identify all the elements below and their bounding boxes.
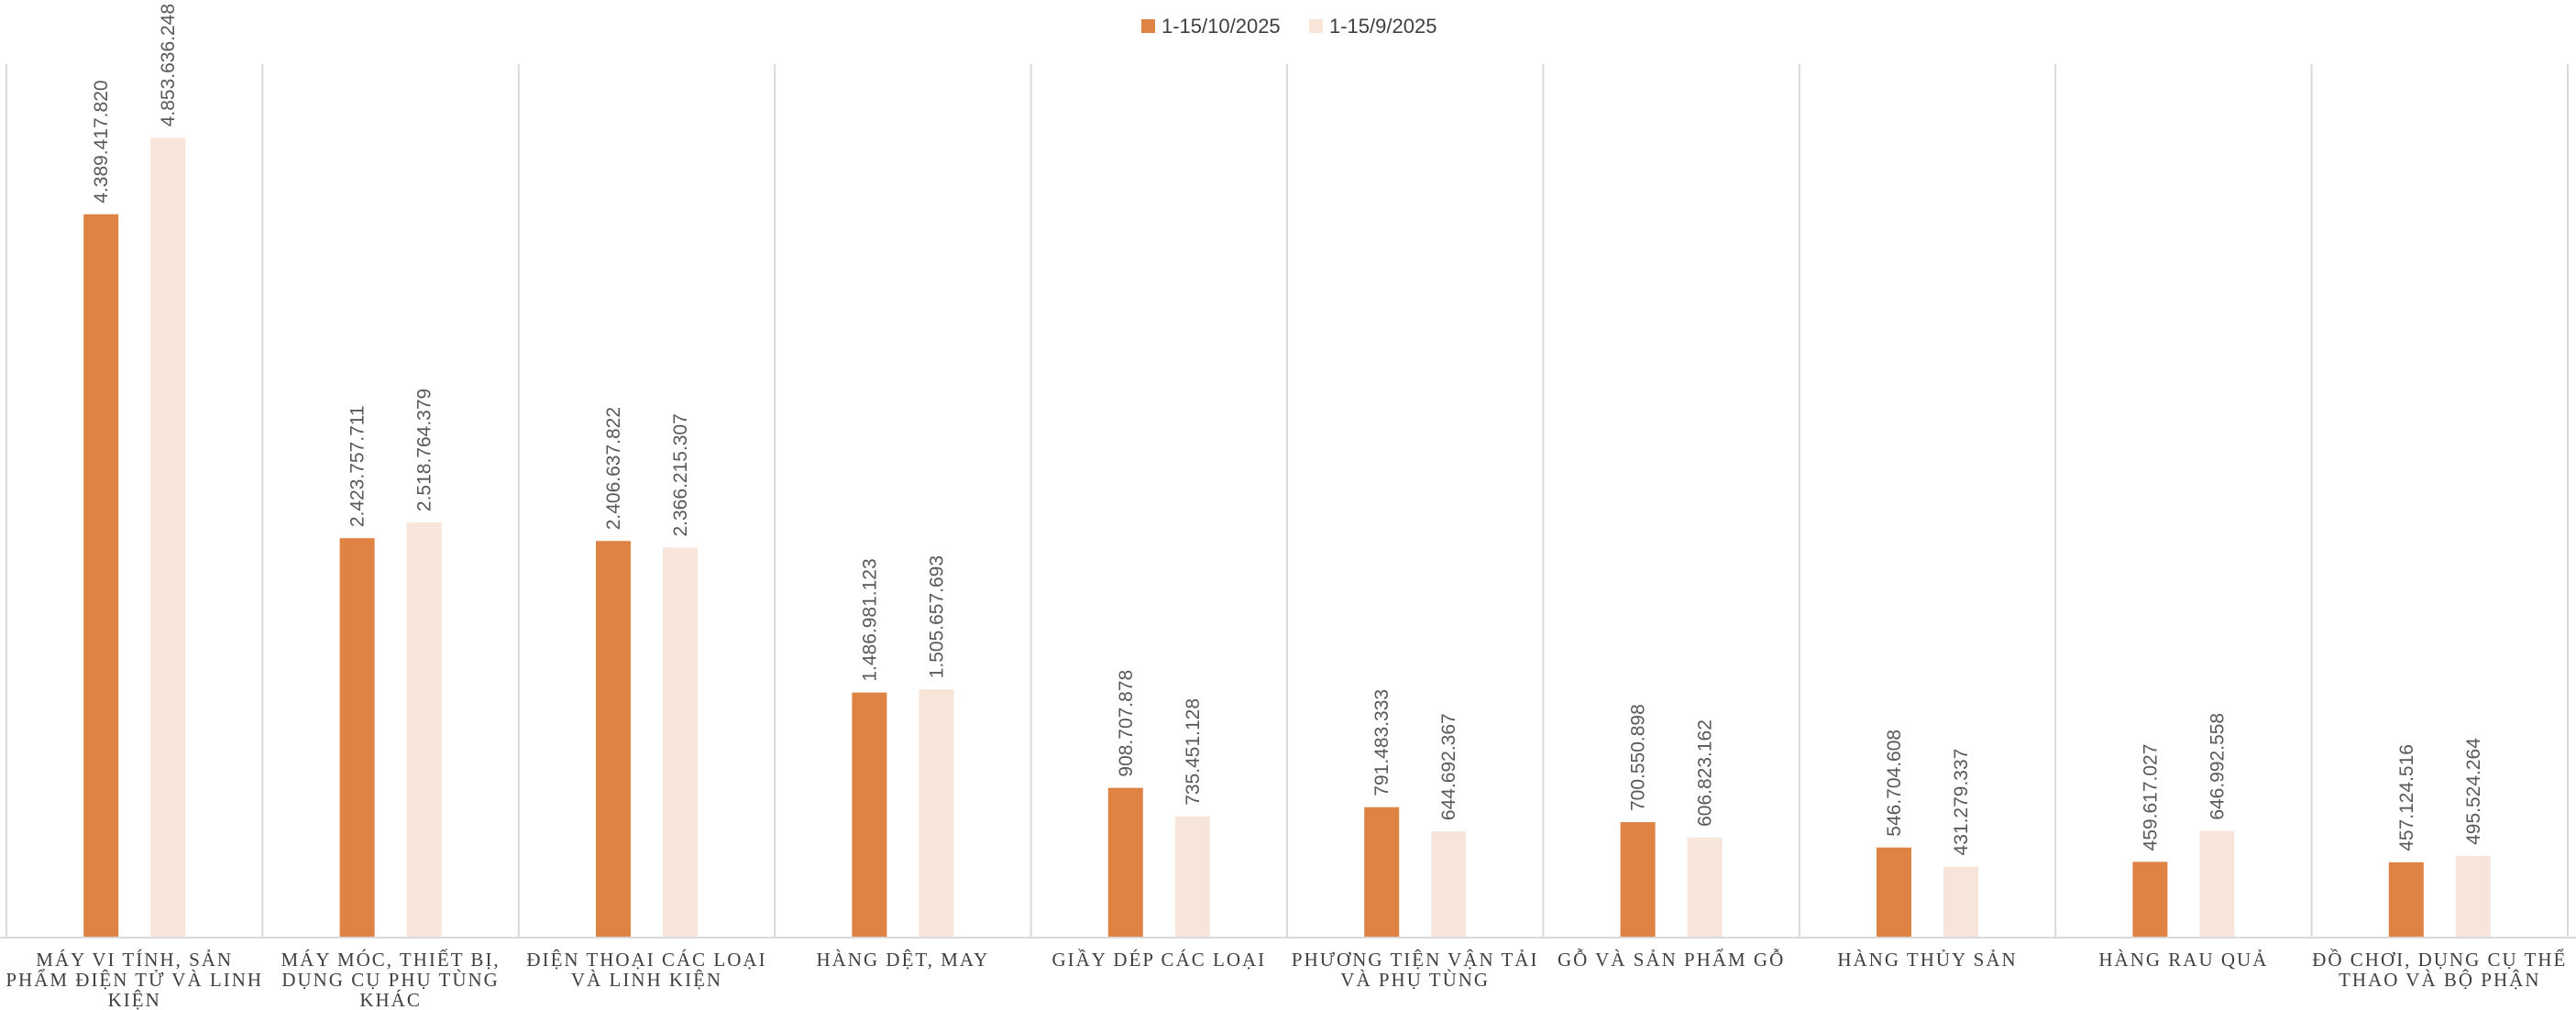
bar-2-cat-8 <box>1943 866 1978 938</box>
category-label-7: GỖ VÀ SẢN PHẨM GỖ <box>1558 949 1785 971</box>
bar-1-cat-10 <box>2388 862 2424 938</box>
value-label-1-cat-5: 908.707.878 <box>1116 670 1137 777</box>
value-labels: 4.389.417.820 4.853.636.248 2.423.757.711 2… <box>91 4 2484 855</box>
category-label-line: MÁY VI TÍNH, SẢN <box>36 949 233 971</box>
category-label-line: PHẨM ĐIỆN TỬ VÀ LINH <box>6 969 263 991</box>
category-label-10: ĐỒ CHƠI, DỤNG CỤ THỂ THAO VÀ BỘ PHẬN <box>2312 949 2567 991</box>
category-label-1: MÁY VI TÍNH, SẢN PHẨM ĐIỆN TỬ VÀ LINH KIỆN <box>6 949 263 1010</box>
value-label-2-cat-6: 644.692.367 <box>1438 713 1459 820</box>
category-label-line: GỖ VÀ SẢN PHẨM GỖ <box>1558 949 1785 971</box>
legend-label-2: 1-15/9/2025 <box>1329 15 1437 38</box>
category-label-line: HÀNG THỦY SẢN <box>1837 949 2017 971</box>
bar-1-cat-8 <box>1877 847 1911 938</box>
category-label-line: DỤNG CỤ PHỤ TÙNG <box>281 969 500 991</box>
category-dividers <box>6 64 2569 938</box>
bar-2-cat-1 <box>150 137 186 939</box>
bars <box>83 137 2491 939</box>
bar-1-cat-9 <box>2132 862 2168 938</box>
value-label-2-cat-9: 646.992.558 <box>2207 713 2228 820</box>
bar-2-cat-6 <box>1431 831 1467 938</box>
category-label-line: PHƯƠNG TIỆN VẬN TẢI <box>1292 949 1539 971</box>
category-label-line: ĐIỆN THOẠI CÁC LOẠI <box>526 949 766 971</box>
bar-1-cat-2 <box>339 538 375 938</box>
category-label-line: THAO VÀ BỘ PHẬN <box>2339 969 2540 991</box>
legend-swatch-1 <box>1141 19 1155 33</box>
category-label-line: KHÁC <box>359 989 422 1010</box>
category-labels: MÁY VI TÍNH, SẢN PHẨM ĐIỆN TỬ VÀ LINH KIỆN… <box>6 949 2567 1010</box>
value-label-1-cat-9: 459.617.027 <box>2140 744 2161 851</box>
bar-2-cat-10 <box>2455 855 2491 938</box>
value-label-2-cat-2: 2.518.764.379 <box>414 389 435 511</box>
bar-2-cat-2 <box>406 522 442 938</box>
legend: 1-15/10/2025 1-15/9/2025 <box>1141 15 1437 38</box>
bar-1-cat-1 <box>83 214 119 939</box>
bar-2-cat-7 <box>1687 837 1723 938</box>
category-label-3: ĐIỆN THOẠI CÁC LOẠI VÀ LINH KIỆN <box>526 949 766 991</box>
value-label-2-cat-4: 1.505.657.693 <box>926 555 947 678</box>
category-label-line: MÁY MÓC, THIẾT BỊ, <box>281 949 500 971</box>
bar-2-cat-5 <box>1174 816 1210 938</box>
value-label-1-cat-6: 791.483.333 <box>1371 689 1393 796</box>
value-label-2-cat-8: 431.279.337 <box>1951 749 1972 856</box>
legend-swatch-2 <box>1309 19 1323 33</box>
value-label-1-cat-4: 1.486.981.123 <box>859 558 880 681</box>
category-label-line: HÀNG RAU QUẢ <box>2098 949 2268 971</box>
bar-1-cat-4 <box>852 692 887 938</box>
category-label-line: VÀ LINH KIỆN <box>571 969 722 991</box>
value-label-2-cat-7: 606.823.162 <box>1695 719 1716 827</box>
value-label-2-cat-10: 495.524.264 <box>2463 738 2484 845</box>
value-label-2-cat-5: 735.451.128 <box>1183 698 1204 806</box>
legend-label-1: 1-15/10/2025 <box>1161 15 1281 38</box>
category-label-2: MÁY MÓC, THIẾT BỊ, DỤNG CỤ PHỤ TÙNG KHÁC <box>281 949 500 1010</box>
value-label-1-cat-8: 546.704.608 <box>1884 730 1905 837</box>
bar-1-cat-3 <box>596 541 631 938</box>
value-label-1-cat-7: 700.550.898 <box>1628 704 1649 811</box>
bar-1-cat-5 <box>1107 787 1143 938</box>
category-label-line: ĐỒ CHƠI, DỤNG CỤ THỂ <box>2312 949 2567 971</box>
bar-2-cat-9 <box>2199 830 2235 938</box>
value-label-1-cat-2: 2.423.757.711 <box>347 405 369 527</box>
category-label-line: GIẦY DÉP CÁC LOẠI <box>1051 949 1266 971</box>
bar-2-cat-4 <box>919 689 954 938</box>
category-label-5: GIẦY DÉP CÁC LOẠI <box>1051 949 1266 971</box>
value-label-1-cat-1: 4.389.417.820 <box>91 80 112 203</box>
value-label-2-cat-3: 2.366.215.307 <box>670 413 691 536</box>
value-label-1-cat-10: 457.124.516 <box>2396 744 2417 851</box>
category-label-6: PHƯƠNG TIỆN VẬN TẢI VÀ PHỤ TÙNG <box>1292 949 1539 991</box>
value-label-1-cat-3: 2.406.637.822 <box>603 407 624 530</box>
category-label-line: HÀNG DỆT, MAY <box>817 949 990 971</box>
bar-1-cat-7 <box>1620 822 1656 938</box>
category-label-4: HÀNG DỆT, MAY <box>817 949 990 971</box>
category-label-9: HÀNG RAU QUẢ <box>2098 949 2268 971</box>
bar-2-cat-3 <box>663 547 698 938</box>
category-label-line: KIỆN <box>108 989 161 1010</box>
value-label-2-cat-1: 4.853.636.248 <box>158 4 179 126</box>
bar-1-cat-6 <box>1364 807 1400 938</box>
category-label-line: VÀ PHỤ TÙNG <box>1340 969 1490 991</box>
category-label-8: HÀNG THỦY SẢN <box>1837 949 2017 971</box>
